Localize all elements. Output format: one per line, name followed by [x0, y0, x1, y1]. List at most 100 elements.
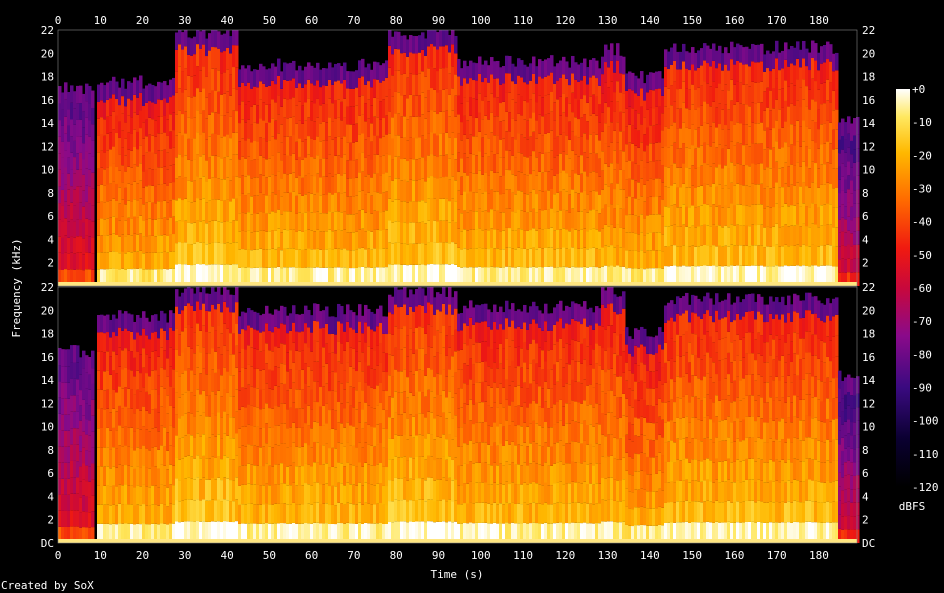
spectrogram-cell — [187, 75, 191, 97]
spectrogram-cell — [220, 417, 224, 439]
spectrogram-cell — [367, 230, 371, 249]
spectrogram-cell — [88, 269, 92, 286]
spectrogram-cell — [436, 135, 440, 158]
spectrogram-cell — [259, 389, 263, 410]
spectrogram-column — [97, 314, 101, 543]
spectrogram-cell — [460, 158, 464, 177]
spectrogram-cell — [304, 267, 308, 286]
spectrogram-cell — [328, 136, 332, 155]
spectrogram-cell — [595, 267, 599, 286]
spectrogram-cell — [250, 142, 254, 161]
spectrogram-cell — [472, 192, 476, 212]
spectrogram-cell — [247, 364, 251, 385]
spectrogram-cell — [667, 128, 671, 148]
spectrogram-column — [262, 313, 266, 543]
spectrogram-cell — [244, 330, 248, 350]
spectrogram-cell — [370, 368, 374, 388]
spectrogram-cell — [313, 320, 317, 341]
spectrogram-cell — [694, 168, 698, 188]
spectrogram-column — [556, 63, 560, 286]
spectrogram-cell — [784, 121, 788, 143]
spectrogram-cell — [361, 171, 365, 191]
spectrogram-column — [232, 295, 236, 543]
spectrogram-cell — [361, 447, 365, 467]
spectrogram-cell — [712, 142, 716, 164]
spectrogram-cell — [355, 87, 359, 106]
spectrogram-column — [232, 30, 236, 286]
spectrogram-cell — [610, 60, 614, 82]
spectrogram-cell — [190, 392, 194, 414]
spectrogram-cell — [217, 325, 221, 348]
spectrogram-cell — [565, 267, 569, 286]
spectrogram-cell — [409, 94, 413, 117]
spectrogram-tail-cell — [217, 31, 221, 49]
spectrogram-cell — [217, 477, 221, 500]
spectrogram-tail-cell — [256, 69, 260, 88]
spectrogram-cell — [343, 504, 347, 524]
spectrogram-cell — [517, 94, 521, 114]
spectrogram-column — [346, 71, 350, 286]
spectrogram-cell — [394, 242, 398, 265]
spectrogram-cell — [484, 191, 488, 211]
spectrogram-cell — [727, 207, 731, 228]
spectrogram-cell — [337, 381, 341, 402]
spectrogram-cell — [649, 268, 653, 286]
spectrogram-cell — [637, 234, 641, 252]
spectrogram-cell — [604, 184, 608, 205]
spectrogram-cell — [583, 247, 587, 267]
spectrogram-cell — [238, 231, 242, 250]
spectrogram-cell — [253, 122, 257, 142]
spectrogram-cell — [223, 433, 227, 456]
spectrogram-cell — [112, 351, 116, 371]
spectrogram-cell — [538, 76, 542, 96]
spectrogram-cell — [820, 83, 824, 105]
spectrogram-cell — [604, 224, 608, 246]
spectrogram-cell — [145, 152, 149, 170]
spectrogram-cell — [139, 215, 143, 234]
spectrogram-cell — [454, 53, 458, 75]
spectrogram-column — [583, 58, 587, 286]
spectrogram-cell — [625, 215, 629, 233]
spectrogram-column — [241, 65, 245, 286]
spectrogram-cell — [757, 143, 761, 164]
spectrogram-column — [751, 43, 755, 286]
spectrogram-cell — [118, 269, 122, 286]
spectrogram-cell — [70, 269, 74, 286]
spectrogram-cell — [286, 371, 290, 391]
spectrogram-cell — [841, 204, 845, 218]
spectrogram-cell — [718, 225, 722, 246]
spectrogram-cell — [214, 521, 218, 543]
spectrogram-cell — [100, 447, 104, 467]
spectrogram-cell — [382, 155, 386, 175]
spectrogram-cell — [67, 526, 71, 543]
spectrogram-cell — [121, 504, 125, 524]
spectrogram-cell — [715, 167, 719, 187]
spectrogram-cell — [394, 521, 398, 543]
spectrogram-cell — [322, 176, 326, 195]
spectrogram-cell — [127, 251, 131, 269]
spectrogram-tail-cell — [403, 35, 407, 53]
spectrogram-cell — [463, 153, 467, 173]
spectrogram-cell — [508, 131, 512, 151]
spectrogram-tail-cell — [829, 44, 833, 62]
spectrogram-cell — [364, 249, 368, 268]
spectrogram-cell — [469, 210, 473, 230]
spectrogram-cell — [199, 91, 203, 114]
spectrogram-cell — [310, 138, 314, 158]
spectrogram-cell — [256, 349, 260, 369]
spectrogram-tail-cell — [538, 59, 542, 77]
spectrogram-cell — [856, 203, 860, 218]
spectrogram-cell — [712, 163, 716, 184]
spectrogram-cell — [751, 81, 755, 103]
spectrogram-cell — [715, 226, 719, 247]
spectrogram-cell — [631, 90, 635, 109]
spectrogram-column — [382, 63, 386, 286]
spectrogram-cell — [91, 368, 95, 384]
spectrogram-cell — [622, 247, 626, 267]
spectrogram-cell — [91, 463, 95, 480]
spectrogram-cell — [445, 264, 449, 286]
spectrogram-cell — [148, 468, 152, 488]
spectrogram-cell — [346, 442, 350, 463]
spectrogram-cell — [145, 429, 149, 449]
spectrogram-cell — [91, 172, 95, 189]
